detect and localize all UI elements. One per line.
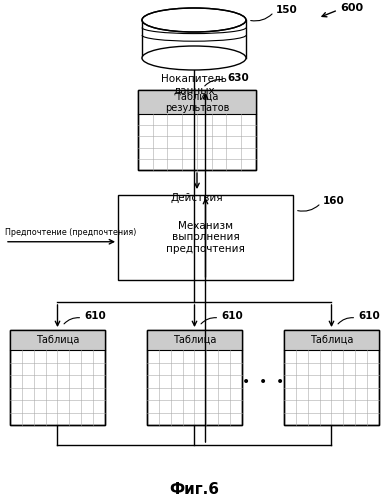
Text: Таблица: Таблица bbox=[310, 335, 353, 345]
Bar bbox=[138, 90, 256, 170]
Text: 630: 630 bbox=[227, 73, 249, 83]
Bar bbox=[10, 330, 105, 350]
Text: 610: 610 bbox=[84, 311, 106, 321]
Text: Механизм
выполнения
предпочтения: Механизм выполнения предпочтения bbox=[166, 221, 245, 254]
Bar bbox=[10, 330, 105, 425]
Text: Действия: Действия bbox=[171, 193, 223, 203]
Text: •  •  •: • • • bbox=[242, 376, 284, 390]
Bar bbox=[118, 195, 293, 280]
Text: Таблица
результатов: Таблица результатов bbox=[165, 91, 229, 113]
Text: Фиг.6: Фиг.6 bbox=[169, 482, 219, 498]
Text: 610: 610 bbox=[358, 311, 380, 321]
Bar bbox=[147, 330, 242, 425]
Bar bbox=[147, 330, 242, 425]
Text: Предпочтение (предпочтения): Предпочтение (предпочтения) bbox=[5, 228, 137, 237]
Bar bbox=[284, 330, 379, 350]
Text: 600: 600 bbox=[340, 3, 363, 13]
Ellipse shape bbox=[142, 46, 246, 70]
Text: Таблица: Таблица bbox=[173, 335, 216, 345]
Bar bbox=[284, 330, 379, 425]
Bar bbox=[147, 330, 242, 350]
Bar bbox=[284, 330, 379, 425]
Text: 150: 150 bbox=[276, 5, 298, 15]
Bar bbox=[142, 20, 246, 58]
Text: Нокапитель
данных: Нокапитель данных bbox=[161, 74, 227, 96]
Text: 610: 610 bbox=[221, 311, 243, 321]
Ellipse shape bbox=[142, 8, 246, 32]
Bar bbox=[10, 330, 105, 425]
Text: Таблица: Таблица bbox=[36, 335, 79, 345]
Bar bbox=[138, 90, 256, 114]
Text: 160: 160 bbox=[323, 196, 345, 206]
Bar bbox=[138, 90, 256, 170]
